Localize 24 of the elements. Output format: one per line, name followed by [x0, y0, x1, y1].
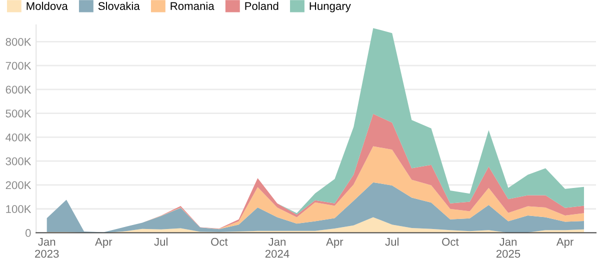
x-tick-label: Jan 2024 — [265, 238, 290, 258]
y-tick-label: 700K — [6, 62, 32, 70]
legend-label: Moldova — [26, 2, 68, 10]
y-tick-label: 400K — [6, 133, 32, 142]
y-tick-label: 0 — [26, 229, 31, 237]
x-tick-label: Jul — [154, 238, 168, 246]
legend-label: Romania — [170, 2, 214, 10]
x-tick-label: Oct — [442, 238, 459, 246]
x-tick-label: Jan 2023 — [35, 238, 59, 258]
y-tick-label: 800K — [6, 38, 32, 46]
x-tick-label: Apr — [95, 238, 112, 248]
legend-label: Hungary — [310, 2, 351, 12]
x-tick-label: Jan 2025 — [496, 238, 520, 258]
y-tick-label: 300K — [6, 157, 32, 166]
legend-label: Poland — [245, 2, 278, 10]
x-tick-label: Oct — [211, 238, 228, 246]
x-tick-label: Apr — [326, 238, 344, 248]
y-tick-label: 600K — [6, 86, 32, 94]
y-tick-label: 500K — [6, 110, 32, 118]
legend-label: Slovakia — [98, 2, 140, 10]
y-tick-label: 100K — [6, 205, 32, 214]
x-tick-label: Apr — [556, 238, 574, 248]
x-tick-label: Jul — [385, 238, 398, 246]
y-tick-label: 200K — [6, 181, 32, 190]
